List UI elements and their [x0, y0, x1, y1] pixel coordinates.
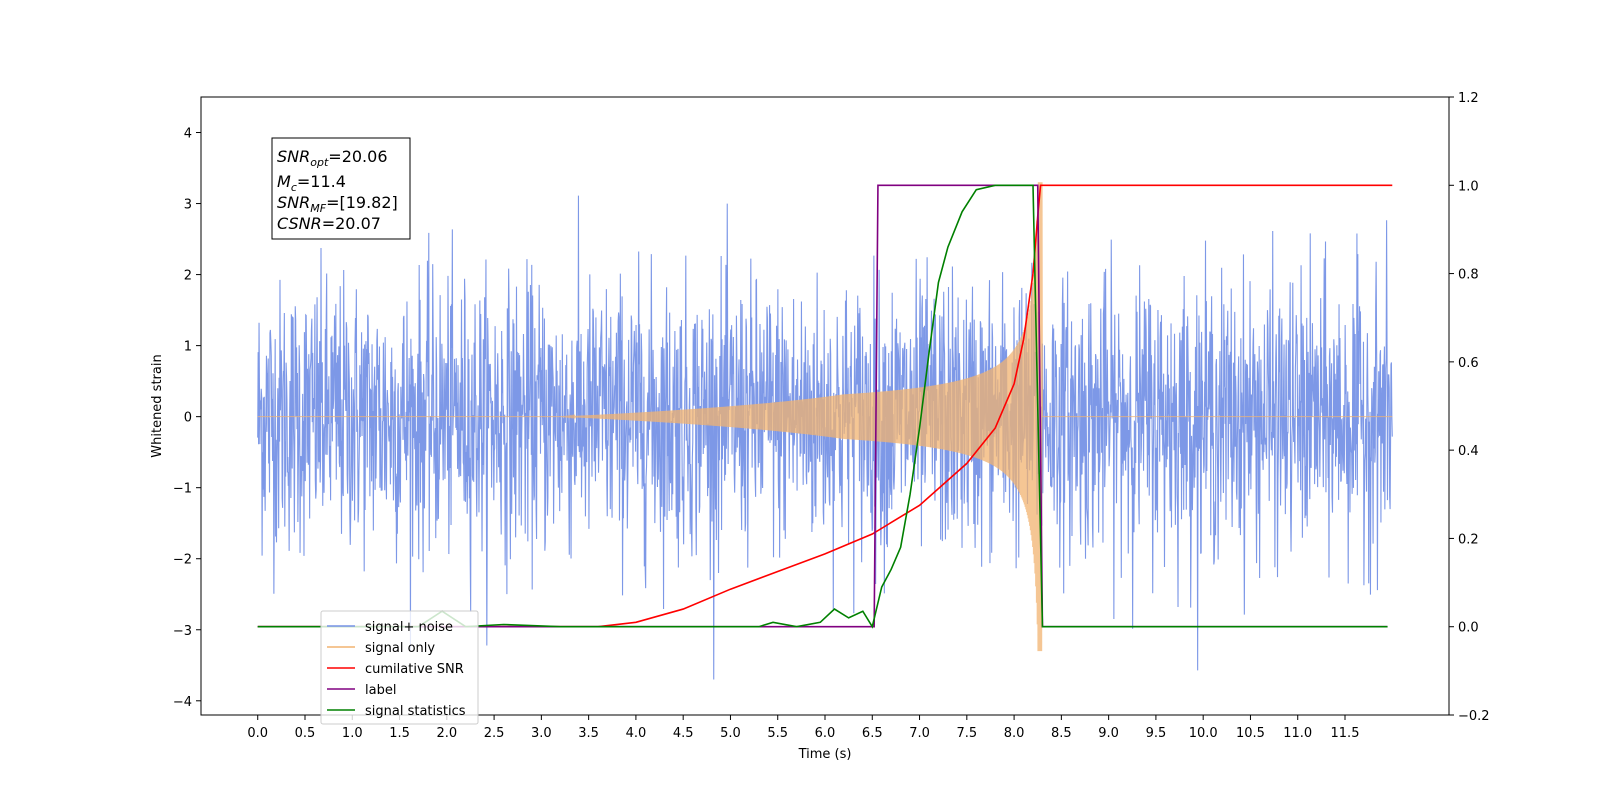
x-tick-label: 7.5: [956, 726, 977, 741]
y-left-tick-label: 0: [184, 411, 192, 426]
y-axis-left: −4 −3 −2 −1 0 1 2 3 4: [173, 127, 201, 710]
legend: signal+ noise signal only cumilative SNR…: [320, 610, 479, 725]
series-signal-statistics: [257, 184, 1388, 629]
y-right-tick-label: 0.6: [1458, 356, 1479, 371]
x-tick-label: 3.5: [578, 726, 599, 741]
x-tick-label: 9.5: [1146, 726, 1167, 741]
y-left-tick-label: 2: [184, 269, 192, 284]
x-tick-label: 6.0: [815, 726, 836, 741]
x-axis: 0.0 0.5 1.0 1.5 2.0 2.5 3.0 3.5 4.0 4.5 5.0 5.5 6.0 6…: [247, 715, 1359, 741]
y-right-tick-label: 1.0: [1458, 179, 1479, 194]
legend-label-cumulative-snr: cumilative SNR: [365, 662, 464, 677]
snr-annotation-box: SNRopt=20.06 Mc=11.4 SNRMF=[19.82] CSNR=…: [271, 137, 411, 240]
annotation-csnr: CSNR=20.07: [277, 214, 381, 233]
y-right-tick-label: 1.2: [1458, 91, 1479, 106]
x-tick-label: 4.0: [626, 726, 647, 741]
x-tick-label: 2.0: [436, 726, 457, 741]
x-tick-label: 11.5: [1331, 726, 1360, 741]
x-tick-label: 2.5: [484, 726, 505, 741]
x-tick-label: 8.5: [1051, 726, 1072, 741]
x-tick-label: 0.5: [295, 726, 316, 741]
y-axis-right: −0.2 0.0 0.2 0.4 0.6 0.8 1.0 1.2: [1449, 91, 1490, 724]
annotation-snr-opt: SNRopt=20.06: [277, 147, 388, 169]
y-right-tick-label: 0.0: [1458, 621, 1479, 636]
x-tick-label: 5.0: [720, 726, 741, 741]
y-left-tick-label: −2: [173, 553, 192, 568]
y-right-tick-label: 0.8: [1458, 268, 1479, 283]
y-axis-label: Whitened strain: [150, 354, 165, 457]
y-right-tick-label: 0.2: [1458, 532, 1479, 547]
y-left-tick-label: 1: [184, 340, 192, 355]
y-left-tick-label: −4: [173, 695, 192, 710]
x-axis-label: Time (s): [798, 747, 852, 762]
series-signal-only: [257, 182, 1393, 652]
y-left-tick-label: −1: [173, 482, 192, 497]
legend-label-signal-noise: signal+ noise: [365, 620, 453, 635]
legend-label-signal-only: signal only: [365, 641, 435, 656]
y-right-tick-label: 0.4: [1458, 444, 1479, 459]
x-tick-label: 11.0: [1283, 726, 1312, 741]
x-tick-label: 5.5: [767, 726, 788, 741]
x-tick-label: 1.5: [389, 726, 410, 741]
x-tick-label: 10.5: [1236, 726, 1265, 741]
y-right-tick-label: −0.2: [1458, 709, 1490, 724]
x-tick-label: 1.0: [342, 726, 363, 741]
x-tick-label: 4.5: [673, 726, 694, 741]
y-left-tick-label: 4: [184, 127, 192, 142]
series-signal-noise: [257, 195, 1393, 680]
y-left-tick-label: −3: [173, 624, 192, 639]
legend-label-label: label: [365, 683, 396, 698]
x-tick-label: 9.0: [1098, 726, 1119, 741]
series-layer: [257, 182, 1393, 680]
x-tick-label: 7.0: [909, 726, 930, 741]
annotation-snr-mf: SNRMF=[19.82]: [277, 193, 398, 215]
legend-label-signal-statistics: signal statistics: [365, 704, 466, 719]
x-tick-label: 0.0: [247, 726, 268, 741]
x-tick-label: 10.0: [1189, 726, 1218, 741]
legend-frame: [320, 610, 479, 725]
x-tick-label: 3.0: [531, 726, 552, 741]
x-tick-label: 6.5: [862, 726, 883, 741]
y-left-tick-label: 3: [184, 198, 192, 213]
annotation-frame: [271, 137, 411, 240]
x-tick-label: 8.0: [1004, 726, 1025, 741]
annotation-chirp-mass: Mc=11.4: [277, 172, 346, 194]
